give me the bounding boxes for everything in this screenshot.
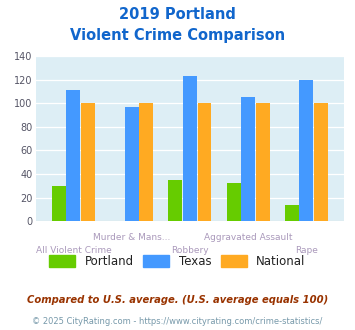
Text: Compared to U.S. average. (U.S. average equals 100): Compared to U.S. average. (U.S. average … [27,295,328,305]
Text: 2019 Portland: 2019 Portland [119,7,236,21]
Bar [52,186,66,221]
Bar [241,97,255,221]
Text: Murder & Mans...: Murder & Mans... [93,233,170,242]
Bar [139,103,153,221]
Text: Rape: Rape [295,246,318,255]
Text: Aggravated Assault: Aggravated Assault [204,233,293,242]
Bar [226,183,241,221]
Bar [125,107,139,221]
Text: Violent Crime Comparison: Violent Crime Comparison [70,28,285,43]
Bar [314,103,328,221]
Bar [256,103,270,221]
Bar [300,80,313,221]
Legend: Portland, Texas, National: Portland, Texas, National [45,250,310,273]
Text: Robbery: Robbery [171,246,209,255]
Bar [183,76,197,221]
Bar [197,103,212,221]
Bar [285,205,299,221]
Bar [66,90,80,221]
Bar [168,180,182,221]
Text: All Violent Crime: All Violent Crime [36,246,111,255]
Bar [81,103,95,221]
Text: © 2025 CityRating.com - https://www.cityrating.com/crime-statistics/: © 2025 CityRating.com - https://www.city… [32,317,323,326]
